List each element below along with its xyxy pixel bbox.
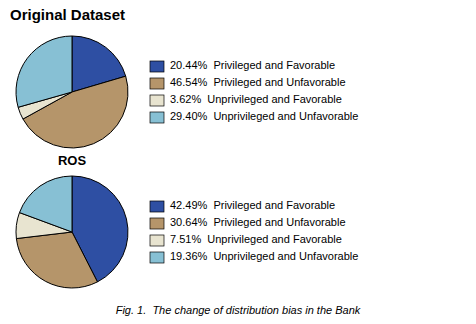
pie-slice [16, 36, 72, 107]
legend-label: 20.44% Privileged and Favorable [170, 59, 335, 71]
legend-swatch [150, 78, 164, 89]
title: Original Dataset [10, 6, 125, 23]
legend-swatch [150, 252, 164, 263]
legend-label: 3.62% Unprivileged and Favorable [170, 93, 342, 105]
legend-label: 42.49% Privileged and Favorable [170, 199, 335, 211]
legend: 20.44% Privileged and Favorable 46.54% Pr… [150, 59, 358, 123]
legend-swatch [150, 201, 164, 212]
legend: 42.49% Privileged and Favorable 30.64% Pr… [150, 199, 358, 263]
legend-label: 29.40% Unprivileged and Unfavorable [170, 110, 358, 122]
legend-swatch [150, 61, 164, 72]
caption: Fig. 1. The change of distribution bias … [116, 304, 361, 316]
pie-slice [16, 232, 97, 288]
pie [16, 36, 128, 148]
legend-label: 19.36% Unprivileged and Unfavorable [170, 250, 358, 262]
legend-label: 30.64% Privileged and Unfavorable [170, 216, 346, 228]
legend-swatch [150, 95, 164, 106]
pie-label: ROS [58, 153, 87, 168]
chart-root: Original Dataset 20.44% Privileged and Fa… [0, 0, 476, 324]
pie-slice [19, 176, 72, 232]
pie [16, 176, 128, 288]
legend-swatch [150, 112, 164, 123]
legend-swatch [150, 235, 164, 246]
legend-swatch [150, 218, 164, 229]
legend-label: 46.54% Privileged and Unfavorable [170, 76, 346, 88]
legend-label: 7.51% Unprivileged and Favorable [170, 233, 342, 245]
